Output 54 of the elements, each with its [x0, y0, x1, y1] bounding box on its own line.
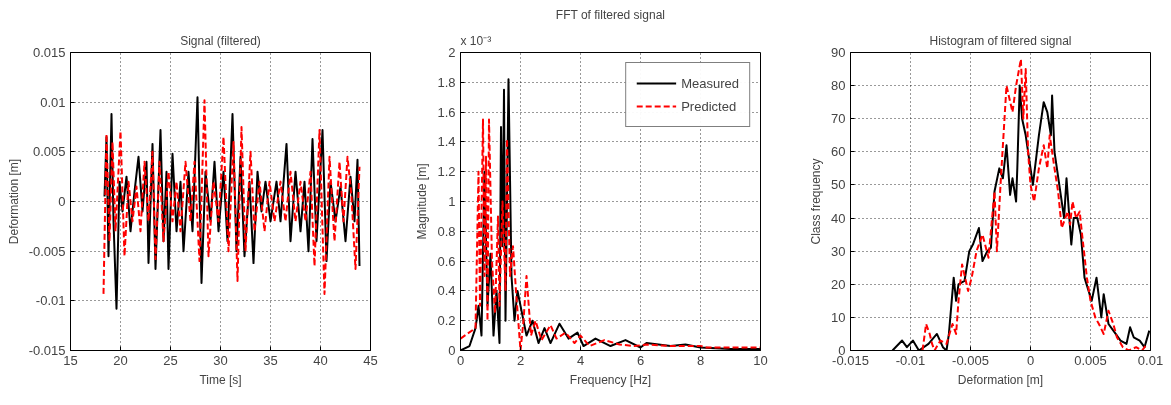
y-tick-label: 0 [58, 194, 66, 209]
y-tick-label: 90 [831, 45, 846, 60]
x-tick-label: 30 [213, 352, 228, 368]
y-tick-label: 1.2 [437, 164, 456, 180]
x-tick-label: 25 [163, 352, 178, 368]
y-tick-label: 1.8 [437, 74, 456, 90]
y-axis-title: Deformation [m] [6, 158, 21, 245]
x-axis-title: Deformation [m] [957, 372, 1044, 387]
chart-title: FFT of filtered signal [555, 7, 665, 22]
y-tick-label: 0.2 [437, 313, 456, 329]
y-tick-label: 10 [831, 309, 846, 325]
x-tick-label: 2 [516, 352, 525, 368]
y-tick-label: -0.01 [35, 293, 66, 309]
y-tick-label: 40 [831, 210, 846, 226]
y-tick-label: 0.6 [437, 253, 456, 269]
y-tick-label: 60 [831, 144, 846, 160]
x-tick-label: 20 [113, 352, 128, 368]
y-tick-label: 80 [831, 78, 846, 94]
y-tick-label: 1 [448, 194, 456, 209]
chart-title: Histogram of filtered signal [929, 33, 1072, 48]
y-tick-label: 0.8 [437, 223, 456, 239]
y-tick-label: 20 [831, 276, 846, 292]
y-tick-label: 1.4 [437, 134, 456, 150]
x-tick-label: 10 [753, 352, 768, 368]
x-tick-label: 35 [263, 352, 278, 368]
x-tick-label: 45 [363, 352, 378, 368]
x-tick-label: -0.01 [895, 352, 926, 368]
y-tick-label: 1.6 [437, 104, 456, 120]
x-tick-label: 6 [636, 352, 645, 368]
x-tick-label: 4 [576, 352, 585, 368]
legend-label: Predicted [681, 98, 737, 114]
y-tick-label: 0.015 [32, 45, 66, 60]
x-tick-label: -0.005 [952, 352, 989, 368]
legend-label: Measured [681, 75, 739, 91]
y-tick-label: 70 [831, 111, 846, 127]
x-tick-label: 40 [313, 352, 328, 368]
y-axis-title: Class frequency [809, 158, 824, 245]
text: x 10⁻³ [460, 33, 492, 48]
x-tick-label: 0 [1026, 352, 1035, 368]
y-tick-label: 2 [448, 45, 456, 60]
y-tick-label: 0.005 [32, 144, 66, 160]
x-tick-label: 8 [696, 352, 705, 368]
y-tick-label: 30 [831, 243, 846, 259]
y-tick-label: 50 [831, 177, 846, 193]
x-axis-title: Time [s] [199, 372, 242, 387]
y-axis-title: Magnitude [m] [415, 163, 430, 240]
chart-title: Signal (filtered) [180, 33, 261, 48]
y-tick-label: 0.4 [437, 283, 456, 299]
y-tick-label: 0.01 [40, 94, 66, 110]
y-tick-label: -0.005 [28, 243, 66, 259]
x-axis-title: Frequency [Hz] [569, 372, 652, 387]
x-tick-label: 0.01 [1137, 352, 1164, 368]
line-series [921, 58, 1148, 351]
x-tick-label: 0.005 [1074, 352, 1107, 368]
